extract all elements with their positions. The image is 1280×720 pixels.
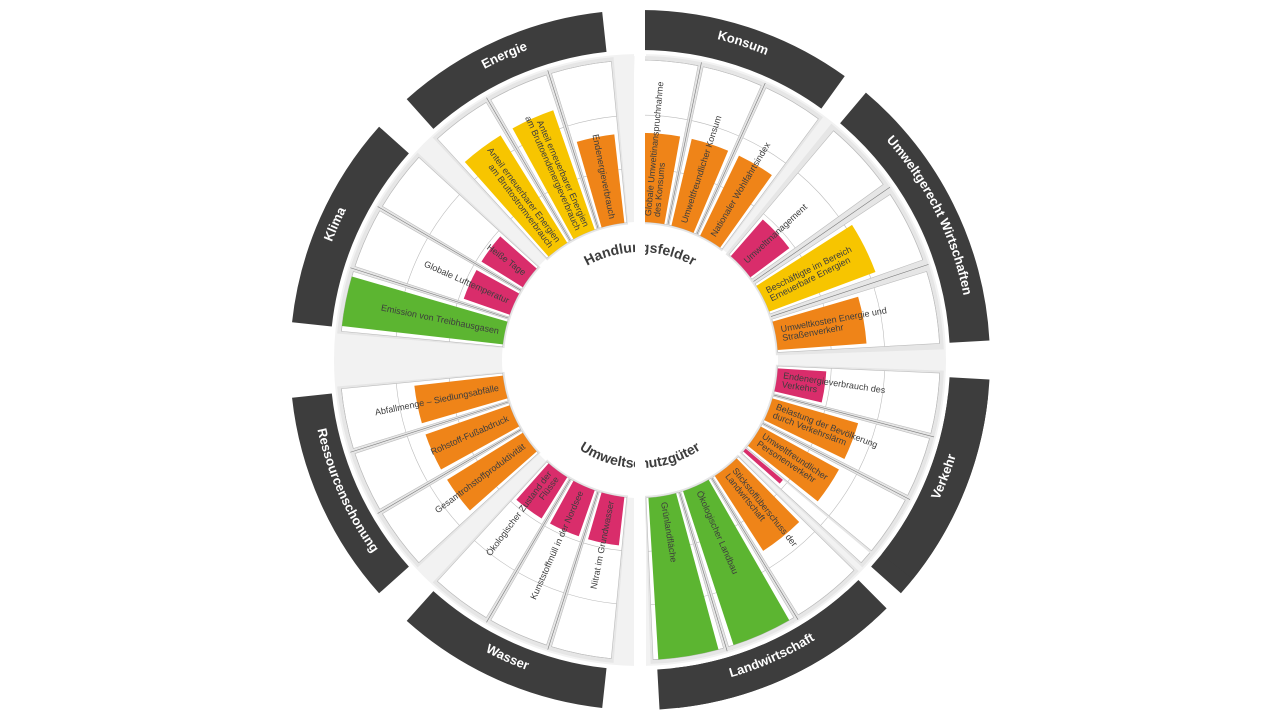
radial-indicator-chart: Emission von TreibhausgasenGlobale Luftt… xyxy=(0,0,1280,720)
